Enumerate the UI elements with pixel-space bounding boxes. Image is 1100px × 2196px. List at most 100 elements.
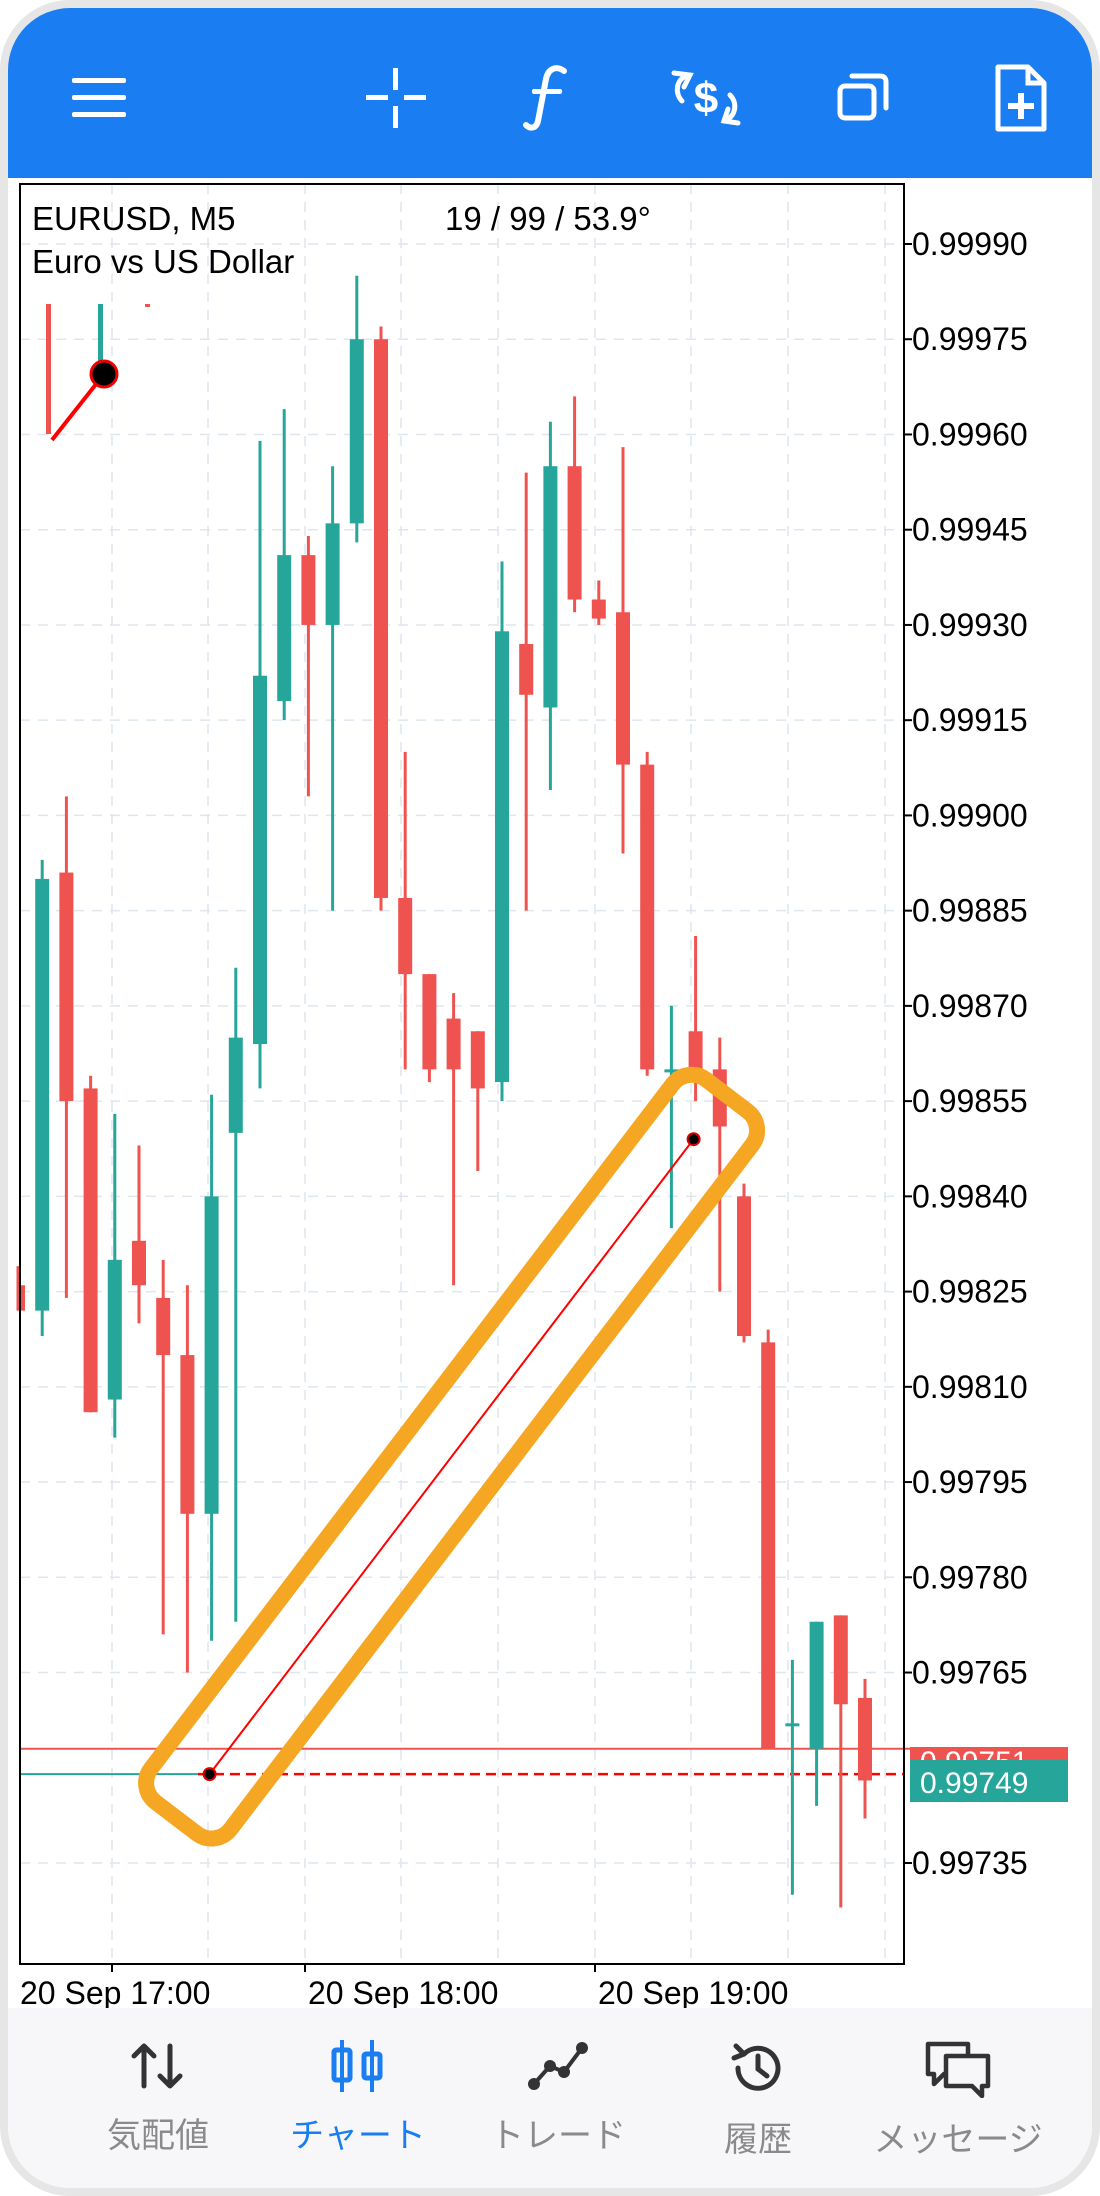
price-tick-label: 0.99780	[912, 1559, 1028, 1595]
candle	[833, 1615, 848, 1908]
candle	[16, 1266, 25, 1311]
crosshair-icon	[366, 68, 426, 128]
price-tick-label: 0.99840	[912, 1178, 1028, 1214]
candles	[16, 275, 872, 1908]
messages-icon	[925, 2041, 991, 2098]
candle	[567, 396, 582, 613]
candle	[470, 1031, 485, 1171]
time-tick-label: 20 Sep 17:00	[20, 1975, 210, 2008]
trendline-group[interactable]	[136, 1065, 766, 1848]
price-tick-label: 0.99930	[912, 607, 1028, 643]
menu-button[interactable]	[50, 48, 150, 148]
top-toolbar: $	[8, 8, 1092, 178]
document-plus-icon	[995, 64, 1047, 132]
candle	[519, 472, 534, 911]
nav-label: メッセージ	[873, 2120, 1043, 2160]
candle-body	[132, 1240, 146, 1286]
price-tick-label: 0.99885	[912, 893, 1028, 929]
price-tick-label: 0.99870	[912, 988, 1028, 1024]
indicators-button[interactable]	[500, 48, 600, 148]
nav-item-history[interactable]: 履歴	[658, 2038, 858, 2188]
candle	[398, 751, 413, 1070]
trendline-anchor-start[interactable]	[202, 1767, 217, 1782]
candle	[83, 1075, 98, 1413]
candle	[228, 967, 243, 1622]
svg-text:$: $	[694, 74, 718, 123]
price-tick-label: 0.99915	[912, 702, 1028, 738]
candle-body	[567, 466, 582, 600]
candle	[180, 1285, 195, 1673]
price-tick-label: 0.99855	[912, 1083, 1028, 1119]
candle	[543, 421, 558, 791]
nav-label: 履歴	[724, 2120, 792, 2160]
candle	[858, 1678, 872, 1819]
price-tick-label: 0.99945	[912, 512, 1028, 548]
vertical-scrollbar[interactable]	[1094, 723, 1100, 918]
trendline-anchor-end[interactable]	[686, 1132, 701, 1147]
candlestick-chart[interactable]: 0.99990 0.99975 0.99960 0.99945 0.99930 0.999…	[8, 178, 1100, 2011]
windows-stack-icon	[837, 73, 889, 121]
candle-body	[59, 872, 74, 1102]
windows-button[interactable]	[814, 48, 914, 148]
candle	[301, 536, 316, 797]
ask-price-label: 0.99749	[920, 1767, 1028, 1800]
candle	[809, 1621, 824, 1806]
price-tick-label: 0.99960	[912, 416, 1028, 452]
price-tags: 0.99751 0.99749	[910, 1746, 1068, 1802]
candle-body	[664, 1069, 679, 1073]
chart-grid	[20, 184, 904, 1964]
dollar-trade-icon: $	[671, 70, 741, 126]
candle-body	[519, 643, 534, 695]
candle-body	[277, 555, 292, 702]
price-tick-label: 0.99825	[912, 1274, 1028, 1310]
price-tick-label: 0.99735	[912, 1845, 1028, 1881]
candle-body	[253, 675, 267, 1044]
candle-body	[446, 1018, 461, 1070]
candle	[712, 1037, 727, 1292]
hamburger-menu-icon	[72, 78, 126, 117]
chart-area[interactable]: 0.99990 0.99975 0.99960 0.99945 0.99930 0.999…	[8, 178, 1100, 2011]
price-tick-label: 0.99975	[912, 321, 1028, 357]
candle-body	[737, 1196, 751, 1337]
candle	[737, 1183, 751, 1343]
candle-body	[107, 1259, 122, 1400]
nav-item-quotes[interactable]: 気配値	[58, 2038, 258, 2188]
trade-line-icon	[528, 2042, 588, 2090]
nav-item-trade[interactable]: トレード	[458, 2038, 658, 2188]
trade-button[interactable]: $	[656, 48, 756, 148]
new-order-button[interactable]	[970, 48, 1070, 148]
candle	[761, 1329, 776, 1749]
plot-frame	[19, 183, 905, 1965]
candle	[495, 561, 509, 1102]
candle	[664, 1005, 679, 1229]
candle-body	[833, 1615, 848, 1705]
candle	[374, 326, 388, 911]
nav-item-messages[interactable]: メッセージ	[858, 2038, 1058, 2188]
candle-body	[591, 599, 606, 619]
time-axis[interactable]: 20 Sep 17:00 20 Sep 18:00 20 Sep 19:00	[20, 1964, 788, 2011]
candle-body	[228, 1037, 243, 1133]
candle-body	[761, 1342, 776, 1749]
candle	[446, 993, 461, 1286]
price-axis[interactable]: 0.99990 0.99975 0.99960 0.99945 0.99930 0.999…	[904, 226, 1028, 1881]
candle-body	[20, 1285, 25, 1311]
candle-body	[349, 339, 364, 524]
candle	[422, 974, 437, 1083]
candle-body	[640, 764, 655, 1070]
candle-body	[325, 523, 340, 625]
candle-body	[374, 339, 388, 898]
candle	[59, 796, 74, 1298]
price-tick-label: 0.99765	[912, 1655, 1028, 1691]
crosshair-readout: 19 / 99 / 53.9°	[445, 200, 651, 237]
crosshair-button[interactable]	[346, 48, 446, 148]
candle	[253, 440, 267, 1089]
nav-item-chart[interactable]: チャート	[258, 2038, 458, 2188]
history-clock-icon	[731, 2043, 781, 2091]
candle-body	[35, 878, 50, 1311]
trendline[interactable]	[208, 1138, 695, 1775]
thumbnail-anchor-point	[89, 359, 119, 389]
trendline-highlight-box	[138, 1066, 766, 1847]
candle-body	[809, 1621, 824, 1749]
candle-body	[470, 1031, 485, 1089]
